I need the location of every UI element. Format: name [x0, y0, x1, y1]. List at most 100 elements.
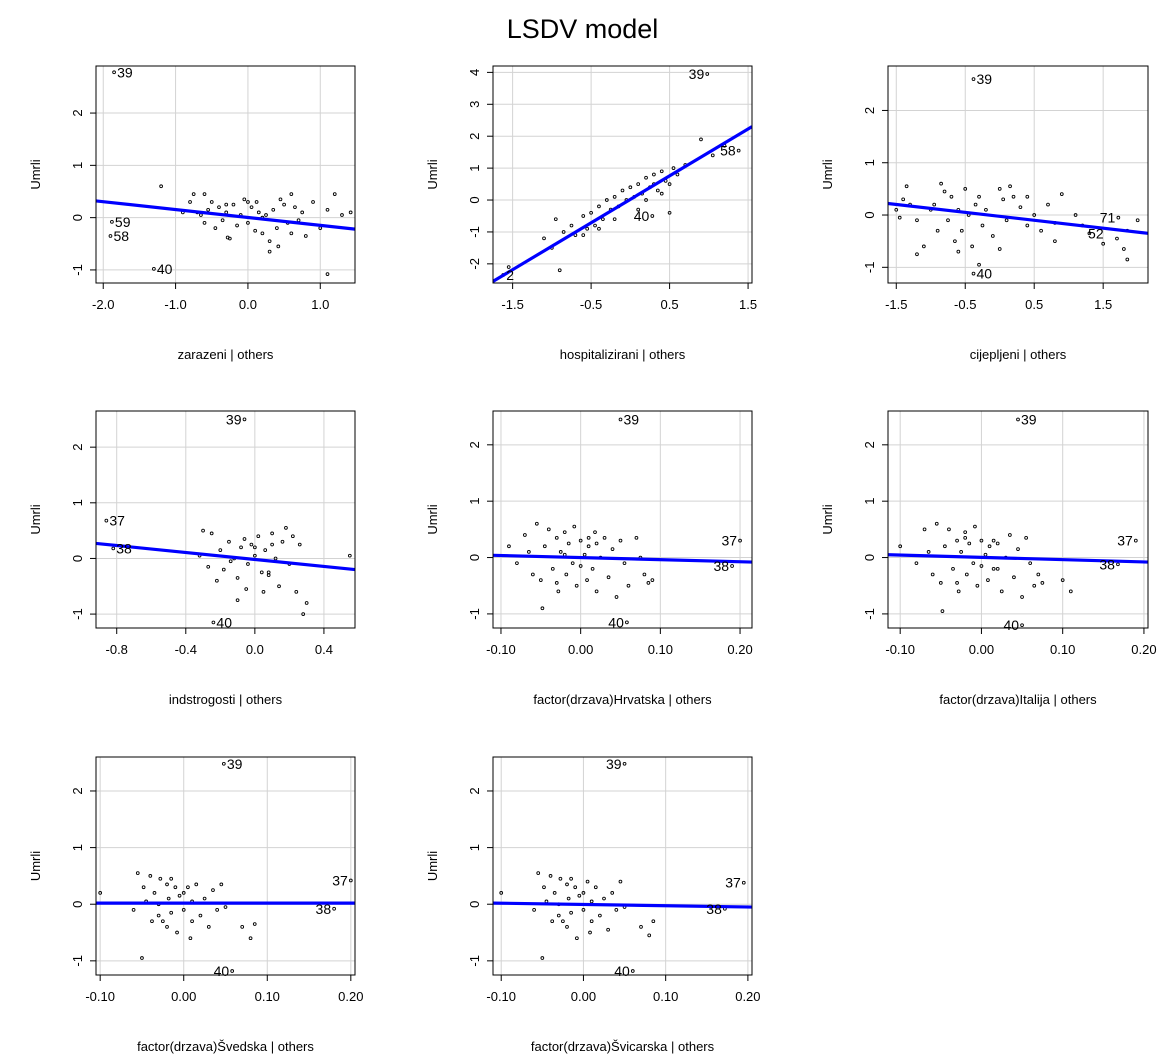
- data-point: [636, 182, 641, 186]
- data-point: [246, 221, 250, 225]
- data-point: [347, 553, 352, 558]
- fit-line: [96, 541, 355, 572]
- y-tick-label: -1: [467, 608, 482, 620]
- y-tick-label: 0: [70, 214, 85, 221]
- panel-5: 39 37 38 40 -0.10 0.00 0.10 0.20 -1 0 1 2 factor(drz…: [425, 410, 753, 707]
- data-point: [542, 885, 546, 890]
- data-point: [964, 572, 969, 577]
- data-point: [348, 210, 353, 215]
- data-point: [181, 891, 186, 895]
- y-axis-title: Umrli: [820, 504, 835, 534]
- data-point: [111, 546, 116, 551]
- data-point: [499, 891, 504, 895]
- data-point: [959, 228, 964, 233]
- data-point: [955, 581, 959, 585]
- data-point: [202, 896, 207, 901]
- data-point: [215, 578, 219, 583]
- data-point: [647, 933, 652, 938]
- data-point: [542, 544, 547, 549]
- data-point: [1036, 572, 1041, 577]
- data-point: [979, 564, 984, 568]
- data-point: [898, 544, 903, 549]
- data-point: [1116, 215, 1121, 220]
- data-point: [242, 197, 247, 202]
- data-point: [614, 595, 619, 599]
- data-point: [165, 925, 169, 929]
- point-label: 39: [606, 756, 622, 772]
- plot-box: [492, 756, 753, 976]
- data-point: [293, 205, 297, 210]
- data-point: [348, 878, 353, 883]
- data-point: [594, 589, 599, 594]
- point-label: 40: [157, 261, 173, 277]
- point-label: 37: [332, 872, 348, 888]
- data-point: [926, 550, 931, 554]
- data-point: [951, 566, 955, 571]
- x-tick-label: 0.10: [1050, 642, 1075, 657]
- plot-box: [95, 410, 356, 629]
- data-point: [332, 192, 337, 196]
- data-point: [550, 566, 555, 571]
- data-point: [566, 896, 571, 901]
- data-point: [569, 910, 573, 915]
- panel-2: 39 58 40 2 -1.5 -0.5 0.5 1.5 -2 -1 0 1 2 3 4 hospitaliz…: [425, 65, 757, 362]
- data-point: [166, 896, 171, 901]
- data-point: [630, 969, 635, 973]
- data-point: [527, 550, 531, 554]
- x-tick-label: -0.10: [486, 642, 516, 657]
- x-tick-label: -0.5: [580, 297, 602, 312]
- data-point: [158, 876, 163, 881]
- data-point: [586, 535, 591, 540]
- data-point: [577, 893, 582, 898]
- data-point: [983, 552, 988, 557]
- data-point: [610, 891, 615, 895]
- data-point: [947, 527, 951, 532]
- fit-line: [888, 201, 1148, 235]
- point-label: 2: [506, 267, 514, 283]
- data-point: [242, 417, 247, 422]
- data-point: [515, 561, 519, 566]
- x-tick-label: -2.0: [92, 297, 114, 312]
- data-point: [597, 226, 601, 231]
- plot-box: [492, 65, 753, 284]
- data-point: [566, 541, 571, 546]
- data-point: [230, 969, 235, 973]
- data-point: [977, 194, 981, 199]
- data-point: [582, 552, 587, 557]
- data-point: [1040, 581, 1045, 585]
- data-point: [282, 202, 286, 207]
- data-point: [636, 207, 641, 212]
- data-point: [963, 530, 968, 535]
- data-point: [1101, 241, 1106, 246]
- point-label: 38: [706, 901, 722, 917]
- data-point: [946, 218, 950, 223]
- data-point: [581, 214, 586, 218]
- data-point: [573, 885, 578, 890]
- point-label: 39: [1021, 411, 1037, 427]
- data-point: [556, 589, 561, 594]
- plot-box: [887, 65, 1149, 284]
- x-tick-label: 0.00: [568, 642, 593, 657]
- point-label: 40: [977, 266, 993, 282]
- data-point: [538, 578, 543, 582]
- data-point: [930, 572, 935, 577]
- x-tick-label: 1.5: [1094, 297, 1112, 312]
- data-point: [915, 252, 919, 257]
- data-point: [273, 556, 278, 561]
- data-point: [585, 879, 590, 884]
- x-tick-label: 0.00: [571, 989, 596, 1004]
- data-point: [942, 189, 947, 194]
- data-point: [209, 531, 214, 536]
- data-point: [256, 534, 261, 539]
- point-label: 39: [977, 71, 993, 87]
- data-point: [971, 77, 976, 81]
- data-point: [625, 620, 629, 625]
- data-point: [667, 182, 672, 186]
- point-label: 38: [713, 558, 729, 574]
- data-point: [304, 601, 309, 605]
- data-point: [181, 908, 186, 912]
- data-point: [169, 876, 174, 881]
- data-point: [256, 210, 261, 215]
- data-point: [240, 925, 245, 929]
- data-point: [598, 913, 602, 918]
